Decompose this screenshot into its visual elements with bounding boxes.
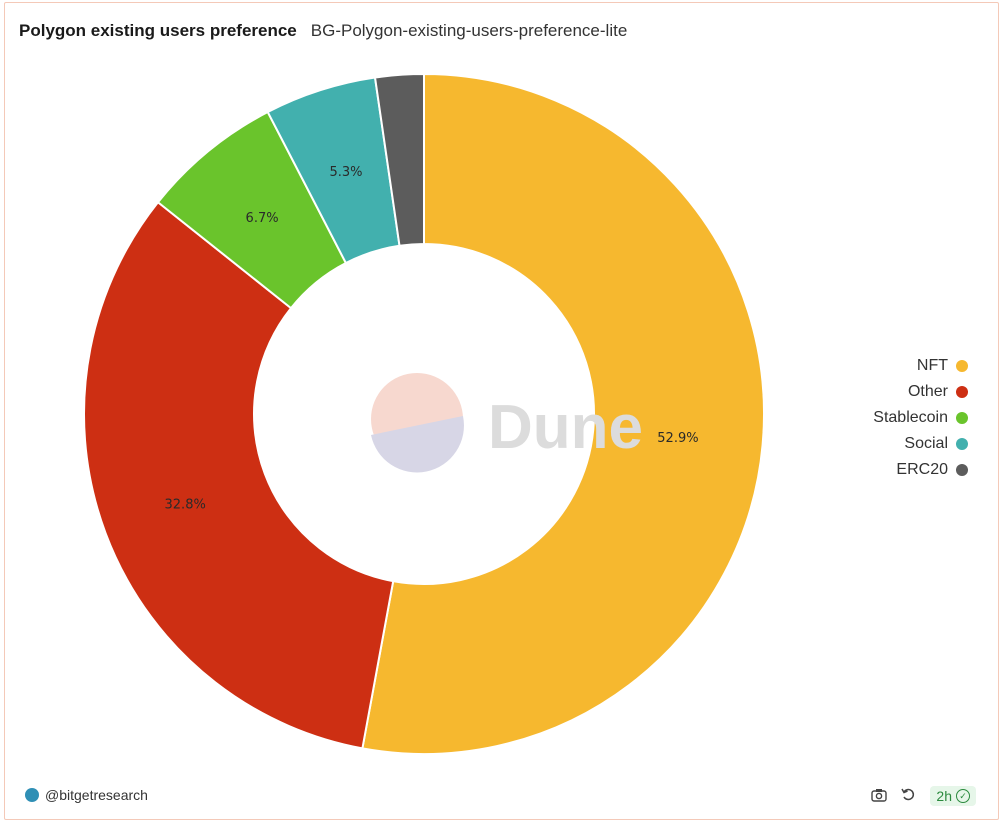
refresh-icon[interactable] xyxy=(901,787,916,805)
donut-chart: Dune 52.9% 32.8% 6.7% 5.3% xyxy=(83,72,766,755)
slice-other[interactable] xyxy=(83,200,395,750)
legend-item-erc20[interactable]: ERC20 xyxy=(873,459,968,480)
legend-swatch xyxy=(956,463,968,476)
check-circle-icon: ✓ xyxy=(956,789,970,803)
legend-label: Social xyxy=(904,434,948,452)
watermark-text: Dune xyxy=(488,393,643,462)
footer-author[interactable]: @bitgetresearch xyxy=(25,787,148,803)
legend-swatch xyxy=(956,385,968,398)
legend-swatch xyxy=(956,437,968,450)
legend-label: NFT xyxy=(916,356,948,374)
dune-watermark: Dune xyxy=(371,373,643,473)
legend-label: Stablecoin xyxy=(873,408,948,426)
data-label-social: 5.3% xyxy=(329,165,362,180)
legend-swatch xyxy=(956,411,968,424)
camera-icon[interactable] xyxy=(871,788,888,805)
footer-actions: 2h ✓ xyxy=(871,786,976,806)
legend-item-stablecoin[interactable]: Stablecoin xyxy=(873,407,968,428)
data-label-nft: 52.9% xyxy=(657,431,698,446)
chart-card: Polygon existing users preference BG-Pol… xyxy=(4,2,999,820)
chart-header: Polygon existing users preference BG-Pol… xyxy=(19,21,627,41)
legend-item-other[interactable]: Other xyxy=(873,381,968,402)
slice-erc20[interactable] xyxy=(373,72,425,247)
author-handle[interactable]: @bitgetresearch xyxy=(45,787,148,803)
freshness-age: 2h xyxy=(936,788,952,804)
legend-swatch xyxy=(956,359,968,372)
legend-label: Other xyxy=(907,382,948,400)
chart-subtitle: BG-Polygon-existing-users-preference-lit… xyxy=(310,21,628,40)
freshness-badge: 2h ✓ xyxy=(930,786,976,806)
chart-legend: NFT Other Stablecoin Social ERC20 xyxy=(873,355,968,480)
watermark-logo-bottom xyxy=(371,416,464,473)
slice-nft[interactable] xyxy=(361,72,766,755)
data-label-other: 32.8% xyxy=(165,497,206,512)
legend-item-nft[interactable]: NFT xyxy=(873,355,968,376)
legend-item-social[interactable]: Social xyxy=(873,433,968,454)
avatar-icon xyxy=(25,788,39,802)
legend-label: ERC20 xyxy=(896,460,948,478)
chart-title: Polygon existing users preference xyxy=(19,21,297,40)
data-label-stablecoin: 6.7% xyxy=(246,211,279,226)
